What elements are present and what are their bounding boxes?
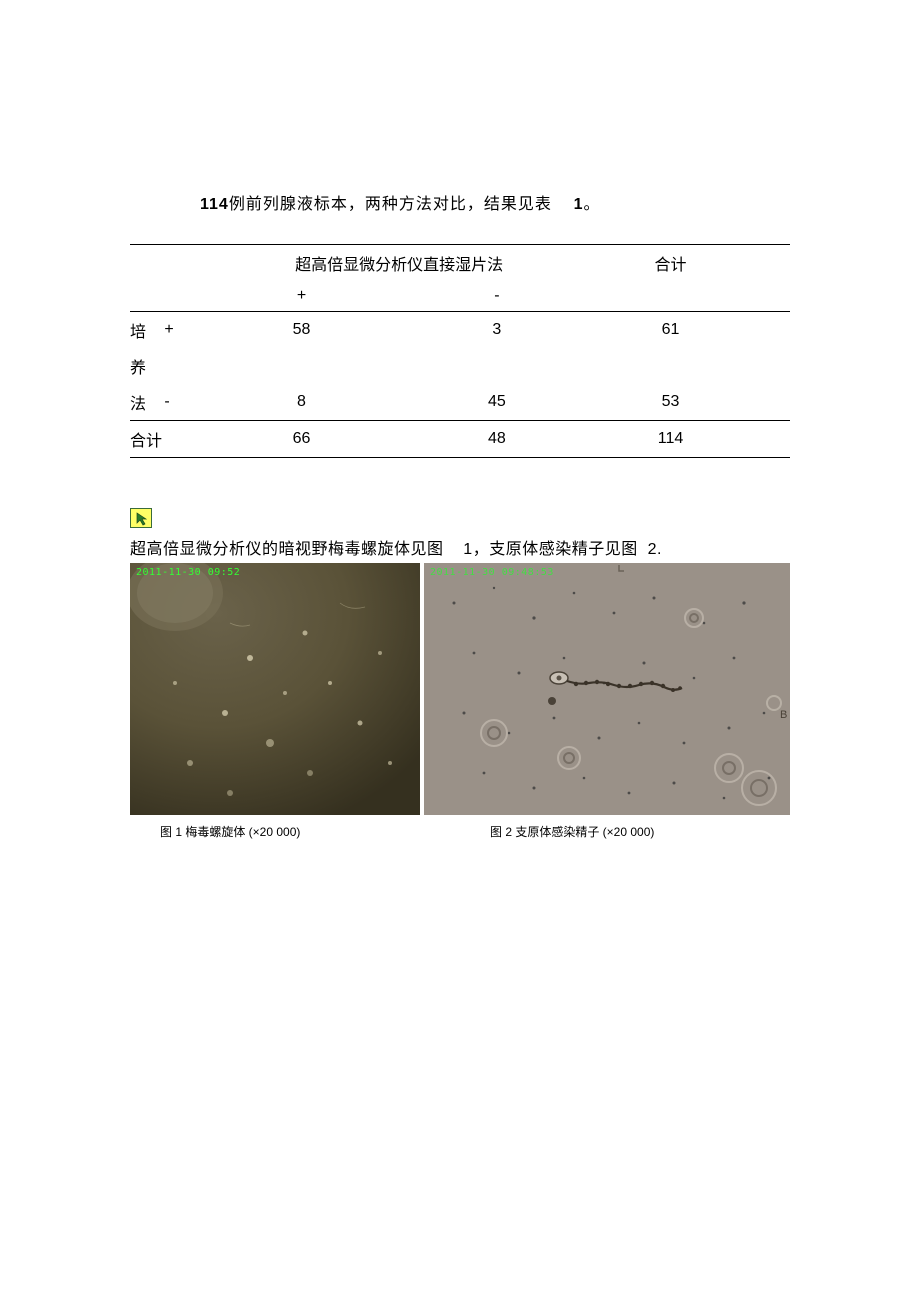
- row1-plus: 58: [204, 312, 399, 349]
- row2-sign: -: [160, 384, 203, 421]
- table-header-total: 合计: [595, 245, 747, 282]
- row2-plus: 8: [204, 384, 399, 421]
- intro-text: 114例前列腺液标本，两种方法对比，结果见表 1。: [200, 190, 790, 214]
- intro-count: 114: [200, 196, 229, 213]
- total-all: 114: [595, 421, 747, 458]
- figure-1-image: 2011-11-30 09:52: [130, 563, 420, 815]
- fig-intro-num1: 1: [463, 541, 472, 558]
- table-total-label: 合计: [130, 421, 204, 458]
- intro-suffix: 。: [584, 196, 601, 213]
- table-subheader-plus: +: [204, 281, 399, 312]
- figure-1-timestamp: 2011-11-30 09:52: [136, 567, 240, 578]
- row-label-char-2: 养: [130, 348, 160, 384]
- figure-intro-line: 超高倍显微分析仪的暗视野梅毒螺旋体见图 1，支原体感染精子见图 2.: [130, 535, 790, 559]
- table-header-method: 超高倍显微分析仪直接湿片法: [204, 245, 595, 282]
- pointer-icon: [130, 508, 152, 528]
- row-label-char-1: 培: [130, 312, 160, 349]
- fig-intro-mid: ，支原体感染精子见图: [473, 541, 638, 558]
- row1-total: 61: [595, 312, 747, 349]
- fig-intro-text: 超高倍显微分析仪的暗视野梅毒螺旋体见图: [130, 541, 444, 558]
- comparison-table: 超高倍显微分析仪直接湿片法 合计 + - 培 + 58 3 61: [130, 244, 790, 458]
- fig-intro-num2: 2.: [648, 541, 662, 558]
- intro-table-num: 1: [574, 196, 584, 213]
- total-minus: 48: [399, 421, 594, 458]
- microscopy-images: 2011-11-30 09:52: [130, 563, 790, 815]
- table-subheader-minus: -: [399, 281, 594, 312]
- row2-total: 53: [595, 384, 747, 421]
- intro-mid: 例前列腺液标本，两种方法对比，结果见表: [229, 196, 552, 213]
- figure-1-caption: 图 1 梅毒螺旋体 (×20 000): [130, 823, 460, 840]
- figure-2-image: B 2011-11-30 09:48:53: [424, 563, 790, 815]
- figure-2-caption: 图 2 支原体感染精子 (×20 000): [460, 823, 790, 840]
- total-plus: 66: [204, 421, 399, 458]
- row1-minus: 3: [399, 312, 594, 349]
- figure-2-timestamp: 2011-11-30 09:48:53: [430, 567, 554, 578]
- row2-minus: 45: [399, 384, 594, 421]
- figure-captions: 图 1 梅毒螺旋体 (×20 000) 图 2 支原体感染精子 (×20 000…: [130, 823, 790, 840]
- svg-text:B: B: [780, 709, 787, 721]
- row1-sign: +: [160, 312, 203, 349]
- row-label-char-3: 法: [130, 384, 160, 421]
